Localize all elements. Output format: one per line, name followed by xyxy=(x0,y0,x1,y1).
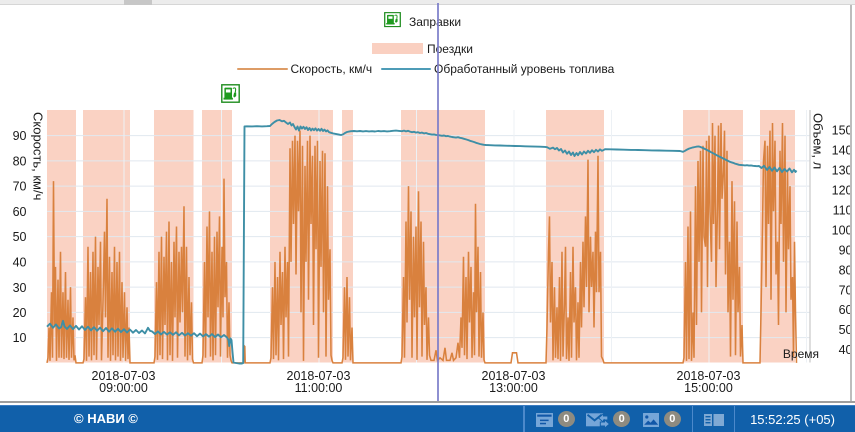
svg-text:2018-07-03: 2018-07-03 xyxy=(482,369,546,383)
svg-text:150: 150 xyxy=(832,124,853,138)
svg-text:Объем, л: Объем, л xyxy=(811,113,826,169)
svg-text:2018-07-03: 2018-07-03 xyxy=(92,369,156,383)
svg-text:20: 20 xyxy=(13,306,27,320)
svg-text:140: 140 xyxy=(832,144,853,158)
svg-text:30: 30 xyxy=(13,281,27,295)
svg-text:09:00:00: 09:00:00 xyxy=(99,381,148,395)
svg-text:40: 40 xyxy=(839,343,853,357)
svg-text:60: 60 xyxy=(839,303,853,317)
svg-text:Время: Время xyxy=(783,347,819,361)
svg-text:60: 60 xyxy=(13,205,27,219)
svg-text:50: 50 xyxy=(839,323,853,337)
svg-text:120: 120 xyxy=(832,184,853,198)
svg-text:40: 40 xyxy=(13,256,27,270)
svg-text:110: 110 xyxy=(833,204,853,218)
svg-text:11:00:00: 11:00:00 xyxy=(295,381,343,395)
svg-text:130: 130 xyxy=(832,164,853,178)
svg-text:70: 70 xyxy=(13,180,27,194)
svg-text:13:00:00: 13:00:00 xyxy=(489,381,538,395)
svg-text:10: 10 xyxy=(13,331,27,345)
svg-text:Скорость, км/ч: Скорость, км/ч xyxy=(31,112,46,200)
svg-text:2018-07-03: 2018-07-03 xyxy=(677,369,741,383)
svg-text:90: 90 xyxy=(13,129,27,143)
svg-text:80: 80 xyxy=(839,263,853,277)
svg-text:15:00:00: 15:00:00 xyxy=(684,381,733,395)
svg-text:80: 80 xyxy=(13,155,27,169)
svg-text:90: 90 xyxy=(839,243,853,257)
svg-text:70: 70 xyxy=(839,283,853,297)
svg-text:2018-07-03: 2018-07-03 xyxy=(287,369,351,383)
svg-text:100: 100 xyxy=(832,223,853,237)
svg-text:50: 50 xyxy=(13,230,27,244)
